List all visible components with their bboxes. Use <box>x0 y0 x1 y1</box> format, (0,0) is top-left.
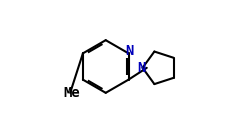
Text: N: N <box>125 44 133 58</box>
Text: Me: Me <box>63 86 80 100</box>
Text: N: N <box>137 61 145 75</box>
